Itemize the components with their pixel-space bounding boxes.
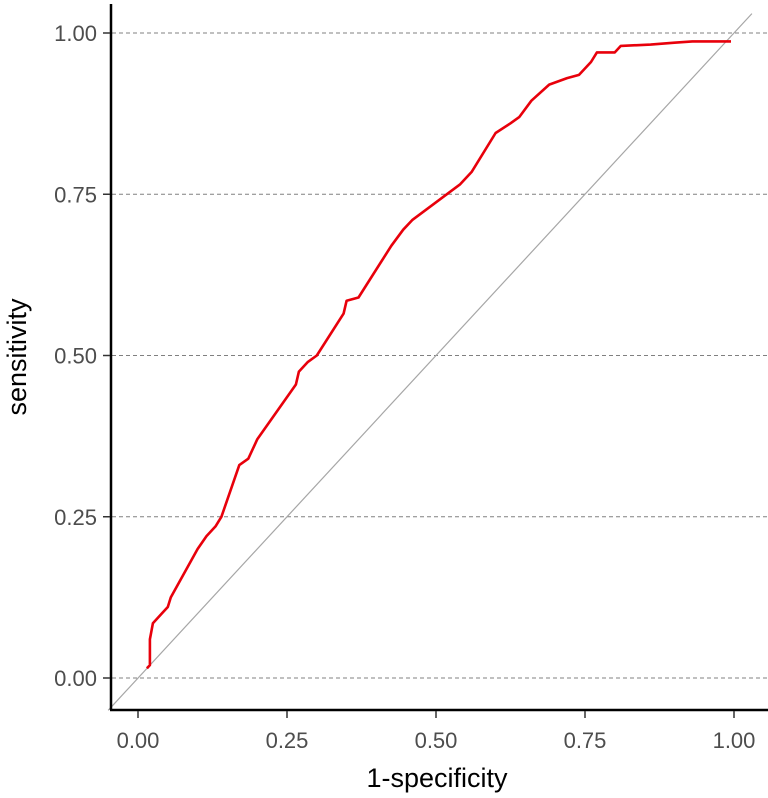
x-tick-label-0: 0.00 <box>117 728 160 753</box>
y-tick-label-4: 1.00 <box>54 21 97 46</box>
y-tick-label-0: 0.00 <box>54 666 97 691</box>
x-tick-label-4: 1.00 <box>713 728 756 753</box>
diagonal-line <box>107 13 753 711</box>
x-ticks: 0.00 0.25 0.50 0.75 1.00 <box>117 711 756 753</box>
gridlines <box>112 32 768 679</box>
y-axis-title: sensitivity <box>2 298 32 416</box>
y-ticks: 0.00 0.25 0.50 0.75 1.00 <box>54 21 110 691</box>
roc-curve <box>145 40 731 670</box>
x-tick-label-2: 0.50 <box>415 728 458 753</box>
axes <box>109 4 768 712</box>
x-tick-label-1: 0.25 <box>266 728 309 753</box>
y-tick-label-3: 0.75 <box>54 182 97 207</box>
roc-curve-layer <box>145 40 731 670</box>
reference-diagonal <box>107 13 753 711</box>
x-axis-title: 1-specificity <box>366 763 508 793</box>
y-tick-label-2: 0.50 <box>54 344 97 369</box>
y-tick-label-1: 0.25 <box>54 505 97 530</box>
x-tick-label-3: 0.75 <box>564 728 607 753</box>
